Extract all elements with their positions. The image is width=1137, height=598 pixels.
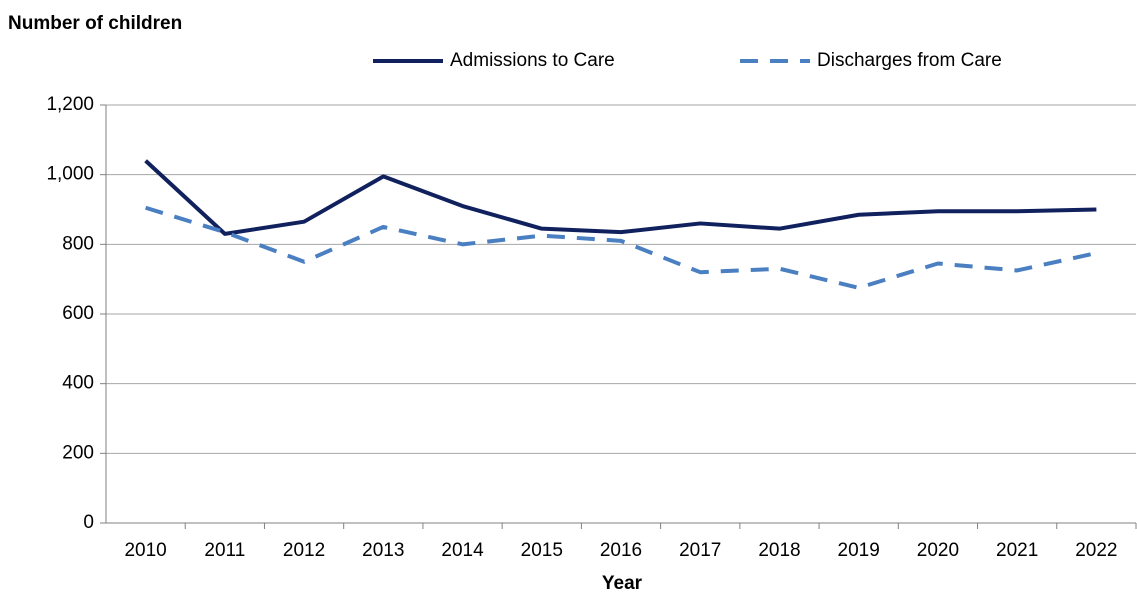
x-tick-label: 2017 [679, 540, 721, 561]
chart-title: Number of children [8, 13, 182, 34]
x-tick-label: 2013 [362, 540, 404, 561]
x-tick-label: 2010 [124, 540, 166, 561]
y-tick-label: 600 [62, 303, 94, 324]
x-tick-label: 2016 [600, 540, 642, 561]
x-tick-label: 2012 [283, 540, 325, 561]
y-tick-label: 800 [62, 233, 94, 254]
legend-label: Discharges from Care [817, 50, 1002, 71]
x-tick-label: 2015 [521, 540, 563, 561]
y-tick-label: 400 [62, 373, 94, 394]
x-tick-label: 2014 [441, 540, 484, 561]
y-tick-label: 0 [83, 512, 94, 533]
x-tick-label: 2019 [838, 540, 880, 561]
legend-label: Admissions to Care [450, 50, 615, 71]
x-tick-label: 2020 [917, 540, 959, 561]
x-tick-label: 2018 [758, 540, 800, 561]
x-tick-label: 2021 [996, 540, 1038, 561]
y-tick-label: 200 [62, 442, 94, 463]
series-line [145, 205, 1097, 290]
x-axis-title: Year [602, 573, 643, 594]
x-tick-label: 2022 [1075, 540, 1117, 561]
y-tick-label: 1,000 [46, 164, 94, 185]
x-tick-label: 2011 [204, 540, 245, 561]
series-line [144, 159, 1097, 236]
y-tick-label: 1,200 [46, 94, 94, 115]
